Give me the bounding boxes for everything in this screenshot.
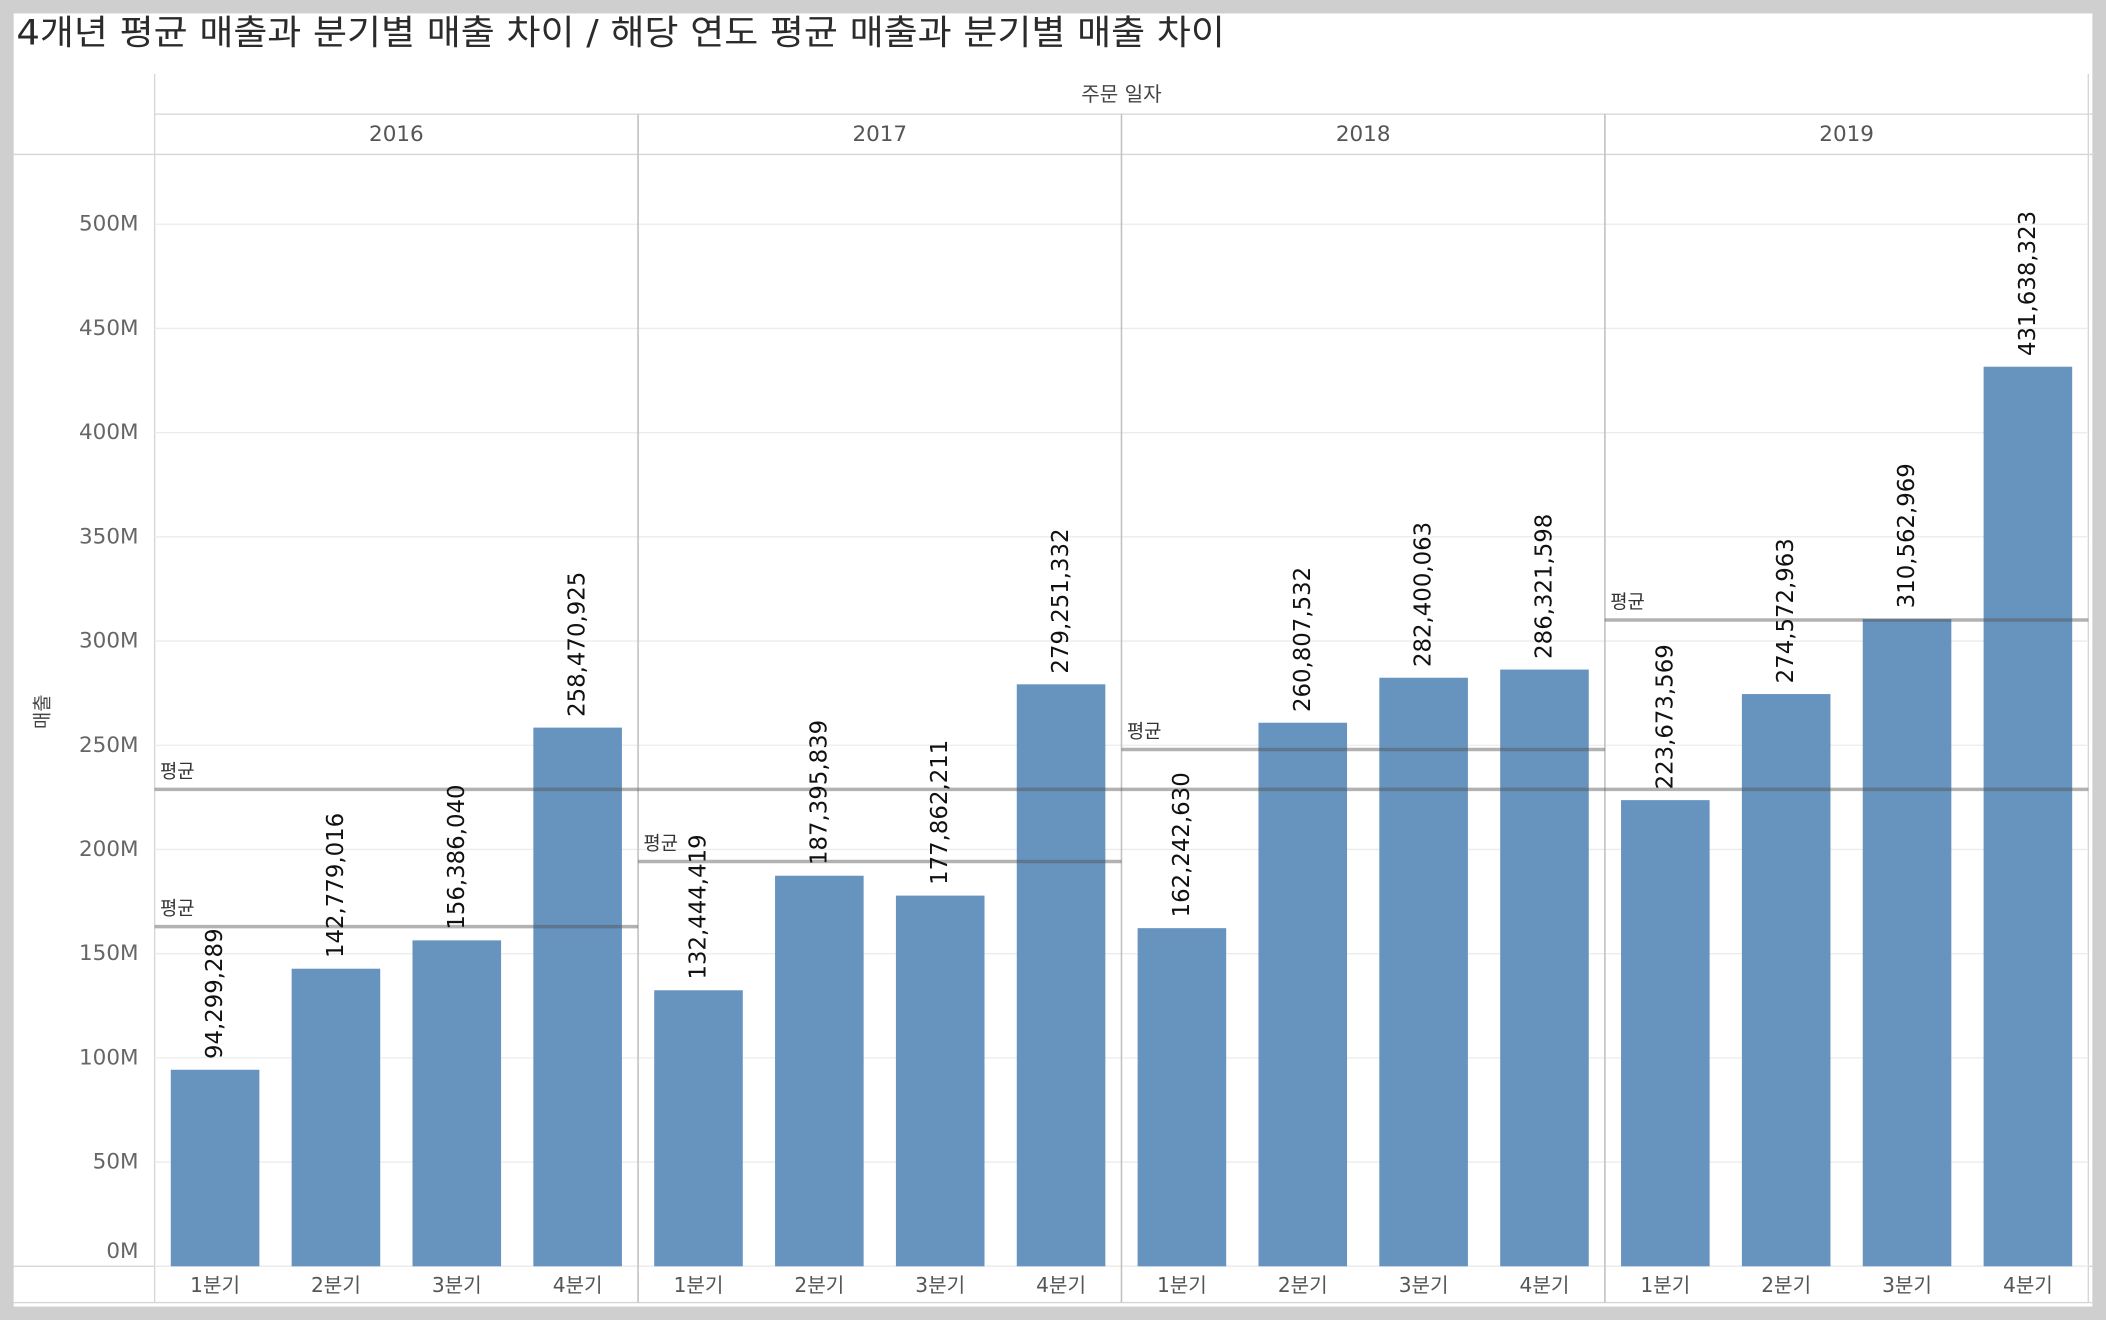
category-label-2016-q2: 2분기 <box>311 1273 361 1297</box>
y-tick-label: 350M <box>79 524 139 549</box>
category-label-2016-q4: 4분기 <box>553 1273 603 1297</box>
data-label-2016-q4: 258,470,925 <box>565 572 591 717</box>
bar-2019-q4[interactable] <box>1983 366 2073 1267</box>
average-label-2018: 평균 <box>1127 721 1162 743</box>
column-header-title: 주문 일자 <box>1081 82 1161 106</box>
bar-2017-q2[interactable] <box>775 875 864 1267</box>
chart-labels: 94,299,289 1분기 142,779,016 2분기 156,386,040 3분… <box>160 211 2053 1297</box>
category-label-2017-q4: 4분기 <box>1036 1273 1086 1297</box>
bar-2018-q2[interactable] <box>1258 722 1348 1267</box>
year-panes: 2016 2017 2018 2019 <box>369 114 1874 1303</box>
data-label-2019-q1: 223,673,569 <box>1652 644 1678 789</box>
category-label-2019-q1: 1분기 <box>1640 1273 1690 1297</box>
average-label-2017: 평균 <box>643 833 678 855</box>
category-label-2016-q1: 1분기 <box>190 1273 240 1297</box>
y-tick-label: 100M <box>79 1045 139 1070</box>
category-label-2019-q3: 3분기 <box>1882 1273 1932 1297</box>
y-tick-label: 150M <box>79 941 139 966</box>
data-label-2016-q3: 156,386,040 <box>444 784 470 929</box>
data-label-2016-q2: 142,779,016 <box>323 813 349 958</box>
y-tick-label: 300M <box>79 629 139 654</box>
data-label-2018-q2: 260,807,532 <box>1290 567 1316 712</box>
y-axis: 0M 50M 100M 150M 200M 250M 300M 350M 400M 450M 500… <box>79 212 139 1264</box>
bar-2018-q1[interactable] <box>1137 928 1227 1267</box>
year-header-2019: 2019 <box>1819 122 1874 147</box>
average-label-2019: 평균 <box>1610 591 1645 613</box>
bar-2018-q3[interactable] <box>1379 677 1468 1267</box>
average-label-2016: 평균 <box>160 898 195 920</box>
data-label-2017-q4: 279,251,332 <box>1048 528 1074 673</box>
bar-2019-q3[interactable] <box>1862 619 1952 1267</box>
category-label-2018-q3: 3분기 <box>1399 1273 1449 1297</box>
y-tick-label: 400M <box>79 420 139 445</box>
bar-2019-q2[interactable] <box>1741 694 1831 1267</box>
data-label-2019-q4: 431,638,323 <box>2015 211 2041 356</box>
category-label-2017-q3: 3분기 <box>915 1273 965 1297</box>
y-axis-label: 매출 <box>32 694 54 729</box>
bar-2017-q4[interactable] <box>1016 684 1106 1267</box>
category-label-2017-q1: 1분기 <box>674 1273 724 1297</box>
y-tick-label: 500M <box>79 212 139 237</box>
data-label-2019-q3: 310,562,969 <box>1894 463 1920 608</box>
bar-2017-q3[interactable] <box>895 895 985 1267</box>
y-tick-label: 0M <box>106 1239 138 1264</box>
data-label-2018-q1: 162,242,630 <box>1169 772 1195 917</box>
bar-2016-q3[interactable] <box>412 940 502 1267</box>
average-lines <box>154 618 2089 929</box>
data-label-2017-q2: 187,395,839 <box>806 720 832 865</box>
bar-2016-q2[interactable] <box>291 968 381 1267</box>
bar-2017-q1[interactable] <box>654 990 743 1267</box>
y-tick-label: 200M <box>79 837 139 862</box>
y-tick-label: 250M <box>79 733 139 758</box>
data-label-2017-q3: 177,862,211 <box>927 740 953 885</box>
data-label-2018-q4: 286,321,598 <box>1531 514 1557 659</box>
overall-average-label: 평균 <box>160 760 195 782</box>
category-label-2016-q3: 3분기 <box>432 1273 482 1297</box>
chart-title: 4개년 평균 매출과 분기별 매출 차이 / 해당 연도 평균 매출과 분기별 … <box>16 14 1225 54</box>
year-header-2017: 2017 <box>852 122 907 147</box>
bars <box>170 366 2073 1267</box>
category-label-2017-q2: 2분기 <box>794 1273 844 1297</box>
year-header-2016: 2016 <box>369 122 424 147</box>
bar-2018-q4[interactable] <box>1500 669 1589 1267</box>
category-label-2019-q4: 4분기 <box>2003 1273 2053 1297</box>
category-label-2019-q2: 2분기 <box>1761 1273 1811 1297</box>
bar-2019-q1[interactable] <box>1621 800 1710 1267</box>
category-label-2018-q1: 1분기 <box>1157 1273 1207 1297</box>
bar-2016-q1[interactable] <box>170 1069 260 1267</box>
category-label-2018-q2: 2분기 <box>1278 1273 1328 1297</box>
data-label-2016-q1: 94,299,289 <box>202 928 228 1059</box>
data-label-2019-q2: 274,572,963 <box>1773 538 1799 683</box>
category-label-2018-q4: 4분기 <box>1520 1273 1570 1297</box>
year-header-2018: 2018 <box>1336 122 1391 147</box>
data-label-2018-q3: 282,400,063 <box>1411 522 1437 667</box>
bar-2016-q4[interactable] <box>533 727 622 1267</box>
y-tick-label: 50M <box>93 1150 139 1175</box>
y-tick-label: 450M <box>79 316 139 341</box>
data-label-2017-q1: 132,444,419 <box>685 834 711 979</box>
